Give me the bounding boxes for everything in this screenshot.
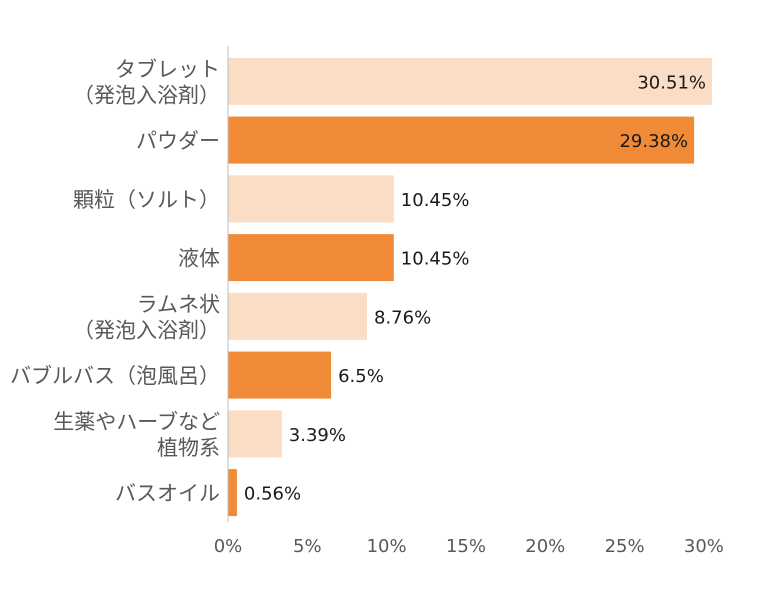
category-label-5-0: バブルバス（泡風呂） — [10, 364, 220, 388]
bar-1 — [228, 116, 695, 164]
category-label-4-0: ラムネ状 — [137, 292, 220, 316]
data-label-5: 6.5% — [338, 366, 384, 387]
data-label-4: 8.76% — [374, 307, 431, 328]
bar-7 — [228, 469, 237, 517]
x-tick-label-4: 20% — [525, 536, 565, 557]
category-label-7-0: バスオイル — [115, 482, 220, 506]
category-label-6-0: 生薬やハーブなど — [53, 410, 220, 434]
bar-4 — [228, 292, 367, 340]
x-tick-label-0: 0% — [214, 536, 243, 557]
data-label-7: 0.56% — [244, 484, 301, 505]
data-label-1: 29.38% — [619, 131, 688, 152]
bar-0 — [228, 57, 712, 105]
data-label-2: 10.45% — [401, 190, 470, 211]
bar-3 — [228, 234, 394, 282]
x-tick-label-2: 10% — [367, 536, 407, 557]
category-label-2-0: 顆粒（ソルト） — [73, 188, 220, 212]
category-label-0-1: （発泡入浴剤） — [73, 83, 220, 107]
x-tick-label-3: 15% — [446, 536, 486, 557]
x-tick-label-5: 25% — [605, 536, 645, 557]
data-label-6: 3.39% — [289, 425, 346, 446]
x-tick-label-6: 30% — [684, 536, 724, 557]
category-label-4-1: （発泡入浴剤） — [73, 318, 220, 342]
category-label-3-0: 液体 — [178, 247, 220, 271]
category-label-0-0: タブレット — [115, 57, 220, 81]
category-label-1-0: パウダー — [136, 129, 220, 153]
bar-6 — [228, 410, 282, 458]
bar-2 — [228, 175, 394, 223]
category-label-6-1: 植物系 — [157, 436, 220, 460]
data-label-3: 10.45% — [401, 249, 470, 270]
data-label-0: 30.51% — [637, 72, 706, 93]
bar-5 — [228, 351, 332, 399]
x-tick-label-1: 5% — [293, 536, 322, 557]
